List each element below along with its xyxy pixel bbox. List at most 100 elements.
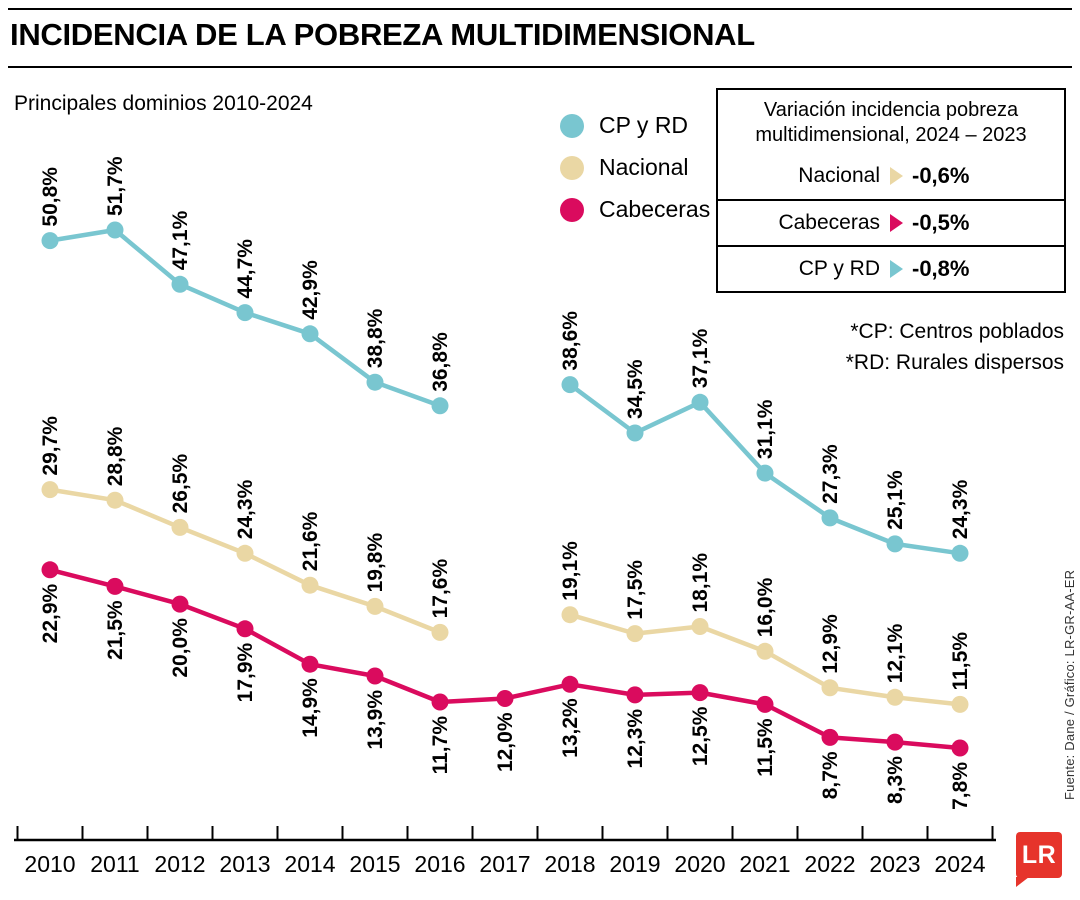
data-label-nacional-2019: 17,5% [624, 560, 647, 620]
data-point-cp-y-rd-2018 [561, 376, 579, 394]
data-point-nacional-2010 [41, 481, 59, 499]
data-point-cabeceras-2024 [951, 739, 969, 757]
data-label-cp-y-rd-2011: 51,7% [104, 156, 127, 216]
x-axis-year-label: 2012 [154, 851, 205, 877]
x-axis-year-label: 2021 [739, 851, 790, 877]
variation-row-cabeceras: Cabeceras -0,5% [718, 199, 1064, 245]
data-label-cp-y-rd-2020: 37,1% [689, 328, 712, 388]
data-point-cp-y-rd-2012 [171, 275, 189, 293]
data-point-cp-y-rd-2024 [951, 544, 969, 562]
source-credit: Fuente: Dane / Gráfico: LR-GR-AA-ER [1062, 569, 1077, 800]
variation-box-title: Variación incidencia pobreza multidimens… [718, 90, 1064, 153]
legend-label-nacional: Nacional [599, 154, 689, 180]
note-rd: *RD: Rurales dispersos [845, 351, 1064, 374]
data-point-cp-y-rd-2023 [886, 535, 904, 553]
variation-label-cp-y-rd: CP y RD [798, 257, 880, 280]
legend-dot-cabeceras [560, 197, 584, 222]
page-title: INCIDENCIA DE LA POBREZA MULTIDIMENSIONA… [10, 17, 755, 52]
legend-label-cabeceras: Cabeceras [599, 196, 711, 222]
data-point-cp-y-rd-2011 [106, 221, 124, 239]
variation-box: Variación incidencia pobreza multidimens… [716, 88, 1066, 293]
x-axis-year-label: 2010 [24, 851, 75, 877]
data-point-cabeceras-2021 [756, 695, 774, 713]
variation-box-title-line2: multidimensional, 2024 – 2023 [755, 124, 1027, 146]
data-point-cabeceras-2022 [821, 728, 839, 746]
data-point-nacional-2022 [821, 679, 839, 697]
data-point-nacional-2016 [431, 623, 449, 641]
data-label-cp-y-rd-2016: 36,8% [429, 332, 452, 392]
x-axis-year-label: 2019 [609, 851, 660, 877]
variation-box-title-line1: Variación incidencia pobreza [763, 99, 1019, 121]
variation-row-nacional: Nacional -0,6% [718, 153, 1064, 199]
data-point-cabeceras-2012 [171, 595, 189, 613]
data-point-cp-y-rd-2013 [236, 304, 254, 322]
data-label-nacional-2018: 19,1% [559, 541, 582, 601]
data-point-nacional-2019 [626, 625, 644, 643]
data-point-cabeceras-2015 [366, 667, 384, 685]
data-label-cabeceras-2012: 20,0% [169, 618, 192, 678]
variation-value-cp-y-rd: -0,8% [912, 256, 970, 281]
data-label-nacional-2020: 18,1% [689, 553, 712, 613]
data-point-cabeceras-2013 [236, 620, 254, 638]
data-point-nacional-2023 [886, 688, 904, 706]
data-label-cp-y-rd-2024: 24,3% [949, 479, 972, 539]
data-point-nacional-2015 [366, 597, 384, 615]
variation-value-cabeceras: -0,5% [912, 210, 970, 235]
data-label-nacional-2014: 21,6% [299, 511, 322, 571]
data-label-cabeceras-2021: 11,5% [754, 718, 777, 777]
data-label-nacional-2015: 19,8% [364, 533, 387, 593]
data-label-cabeceras-2013: 17,9% [234, 642, 257, 702]
data-point-cabeceras-2016 [431, 693, 449, 711]
data-point-cabeceras-2017 [496, 690, 514, 707]
x-axis-year-label: 2014 [284, 851, 335, 877]
data-label-cabeceras-2024: 7,8% [949, 762, 972, 810]
title-rule [8, 66, 1072, 68]
data-label-nacional-2023: 12,1% [884, 623, 907, 683]
variation-label-nacional: Nacional [798, 164, 880, 187]
data-label-cabeceras-2015: 13,9% [364, 690, 387, 750]
data-label-nacional-2022: 12,9% [819, 614, 842, 674]
legend: CP y RD Nacional Cabeceras [560, 112, 710, 223]
note-cp: *CP: Centros poblados [850, 320, 1064, 343]
data-label-cp-y-rd-2019: 34,5% [624, 359, 647, 419]
variation-label-cabeceras: Cabeceras [778, 211, 880, 234]
data-point-nacional-2012 [171, 518, 189, 536]
data-label-cp-y-rd-2023: 25,1% [884, 470, 907, 530]
arrow-right-icon [890, 214, 903, 232]
data-label-cp-y-rd-2012: 47,1% [169, 210, 192, 270]
x-axis-year-label: 2020 [674, 851, 725, 877]
data-label-nacional-2024: 11,5% [949, 632, 972, 691]
data-label-cabeceras-2022: 8,7% [819, 751, 842, 799]
data-point-cp-y-rd-2021 [756, 464, 774, 482]
x-axis-year-label: 2018 [544, 851, 595, 877]
data-label-cp-y-rd-2014: 42,9% [299, 260, 322, 320]
data-label-cabeceras-2020: 12,5% [689, 706, 712, 766]
data-label-cabeceras-2014: 14,9% [299, 678, 322, 738]
chart-subtitle: Principales dominios 2010-2024 [14, 92, 313, 115]
data-point-cabeceras-2023 [886, 733, 904, 751]
data-label-nacional-2012: 26,5% [169, 454, 192, 514]
data-label-nacional-2013: 24,3% [234, 479, 257, 539]
data-point-cabeceras-2019 [626, 686, 644, 704]
legend-dot-nacional [560, 155, 584, 180]
x-axis-year-label: 2016 [414, 851, 465, 877]
legend-item-cabeceras: Cabeceras [560, 196, 710, 223]
top-rule [8, 8, 1072, 10]
data-point-cabeceras-2011 [106, 577, 124, 595]
data-label-cabeceras-2011: 21,5% [104, 600, 127, 660]
data-label-cabeceras-2016: 11,7% [429, 716, 452, 775]
data-point-cp-y-rd-2019 [626, 424, 644, 442]
data-point-nacional-2014 [301, 576, 319, 594]
data-label-cp-y-rd-2010: 50,8% [39, 167, 62, 227]
legend-dot-cp-y-rd [560, 113, 584, 138]
legend-item-nacional: Nacional [560, 154, 710, 181]
x-axis-year-label: 2024 [934, 851, 985, 877]
legend-item-cp-y-rd: CP y RD [560, 112, 710, 139]
data-point-nacional-2013 [236, 544, 254, 562]
data-label-cp-y-rd-2013: 44,7% [234, 239, 257, 299]
data-label-nacional-2010: 29,7% [39, 416, 62, 476]
variation-value-nacional: -0,6% [912, 163, 970, 188]
data-point-cabeceras-2010 [41, 561, 59, 579]
x-axis-year-label: 2011 [90, 851, 139, 877]
